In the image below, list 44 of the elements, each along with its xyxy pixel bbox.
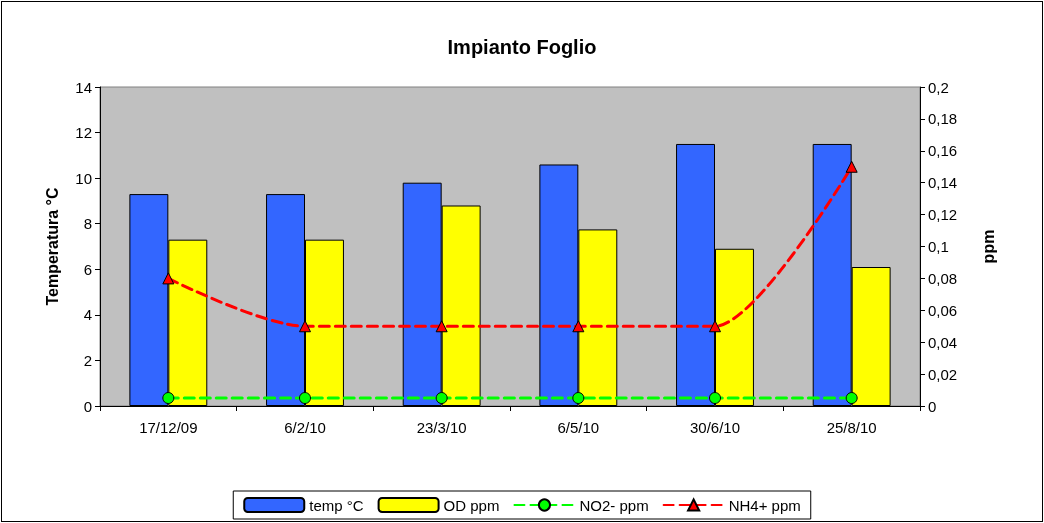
y2-tick-label: 0 bbox=[928, 397, 937, 415]
point bbox=[435, 320, 448, 333]
x-tick-label: 23/3/10 bbox=[416, 419, 467, 436]
legend-label: temp °C bbox=[309, 496, 364, 514]
y2-tick-label: 0,04 bbox=[928, 333, 958, 351]
point bbox=[299, 320, 311, 333]
y2-tick-label: 0,16 bbox=[928, 142, 958, 160]
chart-title: Impianto Foglio bbox=[447, 36, 597, 58]
y-tick-label: 14 bbox=[75, 78, 92, 96]
point bbox=[709, 392, 721, 405]
y2-tick-label: 0,08 bbox=[928, 269, 958, 287]
y-tick-label: 4 bbox=[83, 306, 92, 324]
point bbox=[709, 320, 721, 333]
point bbox=[162, 392, 175, 405]
y-tick-label: 10 bbox=[75, 169, 92, 187]
y-tick-label: 0 bbox=[83, 397, 92, 415]
y2-tick-label: 0,18 bbox=[928, 110, 958, 128]
y-tick-label: 8 bbox=[83, 215, 92, 233]
y-axis-title: Temperatura °C bbox=[43, 186, 61, 306]
point bbox=[162, 272, 175, 285]
point bbox=[845, 392, 858, 405]
y2-tick-label: 0,14 bbox=[928, 174, 958, 192]
y2-tick-label: 0,12 bbox=[928, 206, 958, 224]
legend-label: NH4+ ppm bbox=[728, 496, 801, 514]
point bbox=[845, 160, 858, 173]
y2-tick-label: 0,06 bbox=[928, 301, 958, 319]
y2-tick-label: 0,02 bbox=[928, 365, 958, 383]
legend-label: OD ppm bbox=[443, 496, 500, 514]
point bbox=[572, 320, 585, 333]
x-tick-label: 25/8/10 bbox=[826, 419, 877, 436]
x-tick-label: 6/5/10 bbox=[557, 419, 600, 436]
point bbox=[435, 392, 448, 405]
x-tick-label: 17/12/09 bbox=[139, 419, 198, 436]
x-tick-label: 30/6/10 bbox=[689, 419, 741, 436]
y2-axis-title: ppm bbox=[979, 229, 997, 264]
y-tick-label: 2 bbox=[83, 351, 92, 369]
point bbox=[299, 392, 311, 405]
y2-tick-label: 0,1 bbox=[928, 238, 949, 255]
y-tick-label: 6 bbox=[83, 260, 92, 278]
x-tick-label: 6/2/10 bbox=[284, 419, 326, 436]
y2-tick-label: 0,2 bbox=[928, 78, 949, 96]
y-tick-label: 12 bbox=[75, 124, 92, 142]
legend-label: NO2- ppm bbox=[579, 496, 649, 514]
point bbox=[572, 392, 585, 405]
